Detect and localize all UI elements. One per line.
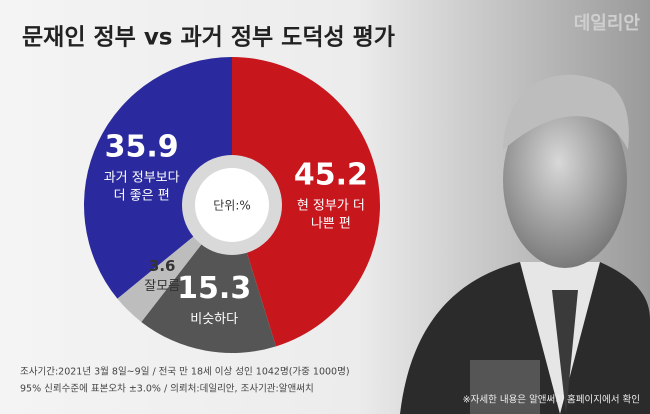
donut <box>84 57 380 353</box>
note: 95% 신뢰수준에 표본오차 ±3.0% / 의뢰처:데일리안, 조사기관:알앤… <box>20 383 314 395</box>
slice-label: 나쁜 편 <box>311 216 351 231</box>
donut-hole <box>195 168 269 242</box>
value-label: 45.2 <box>294 157 368 192</box>
slice-label: 과거 정부보다 <box>104 171 180 186</box>
footnote: ※자세한 내용은 알앤써치 홈페이지에서 확인 <box>463 394 640 406</box>
slice-label: 더 좋은 편 <box>114 189 170 204</box>
slice-label: 잘모름 <box>144 279 180 294</box>
slice <box>84 57 232 299</box>
value-label: 3.6 <box>149 257 176 275</box>
slice-label: 현 정부가 더 <box>297 198 365 213</box>
value-label: 35.9 <box>105 130 179 165</box>
slice <box>232 57 380 347</box>
center-label: 단위:% <box>213 199 251 213</box>
slice-label: 비슷하다 <box>190 312 238 327</box>
note: 조사기간:2021년 3월 8일~9일 / 전국 만 18세 이상 성인 104… <box>20 366 350 378</box>
watermark: 데일리안 <box>574 13 641 34</box>
photo <box>400 74 650 414</box>
value-label: 15.3 <box>177 271 251 306</box>
chart-title: 문재인 정부 vs 과거 정부 도덕성 평가 <box>22 25 395 51</box>
